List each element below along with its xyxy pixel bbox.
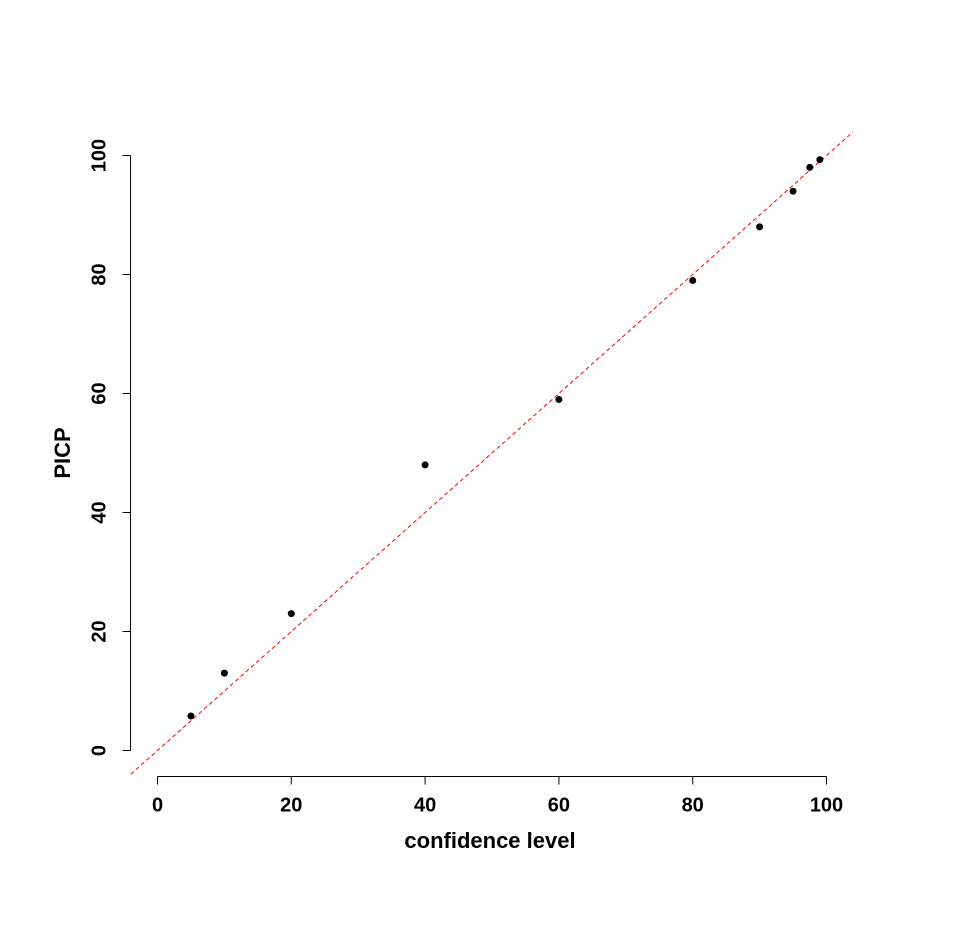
data-point xyxy=(806,163,814,171)
data-point xyxy=(421,461,429,469)
data-point xyxy=(220,669,228,677)
y-axis-title: PICP xyxy=(50,427,75,478)
y-tick-label: 20 xyxy=(89,620,111,642)
x-tick-label: 0 xyxy=(152,795,163,817)
y-tick-label: 0 xyxy=(89,745,111,756)
data-point xyxy=(756,223,764,231)
x-axis: 0 20 40 60 80 100 xyxy=(152,776,843,817)
data-point xyxy=(287,610,295,618)
x-axis-ticks: 0 20 40 60 80 100 xyxy=(152,776,843,817)
data-points xyxy=(187,156,824,720)
x-tick-label: 100 xyxy=(810,795,843,817)
y-tick-label: 60 xyxy=(89,382,111,404)
x-tick-label: 20 xyxy=(280,795,302,817)
x-tick-label: 80 xyxy=(682,795,704,817)
reference-line-y-equals-x xyxy=(130,131,854,775)
data-point xyxy=(789,187,797,195)
data-point xyxy=(555,395,563,403)
x-tick-label: 40 xyxy=(414,795,436,817)
data-point xyxy=(187,712,195,720)
x-axis-title: confidence level xyxy=(404,828,575,853)
y-axis-ticks: 0 20 40 60 80 100 xyxy=(89,139,131,756)
data-point xyxy=(816,156,824,164)
y-tick-label: 100 xyxy=(89,139,111,172)
x-tick-label: 60 xyxy=(548,795,570,817)
data-point xyxy=(689,276,697,284)
y-tick-label: 40 xyxy=(89,501,111,523)
y-tick-label: 80 xyxy=(89,263,111,285)
y-axis: 0 20 40 60 80 100 xyxy=(89,139,131,756)
